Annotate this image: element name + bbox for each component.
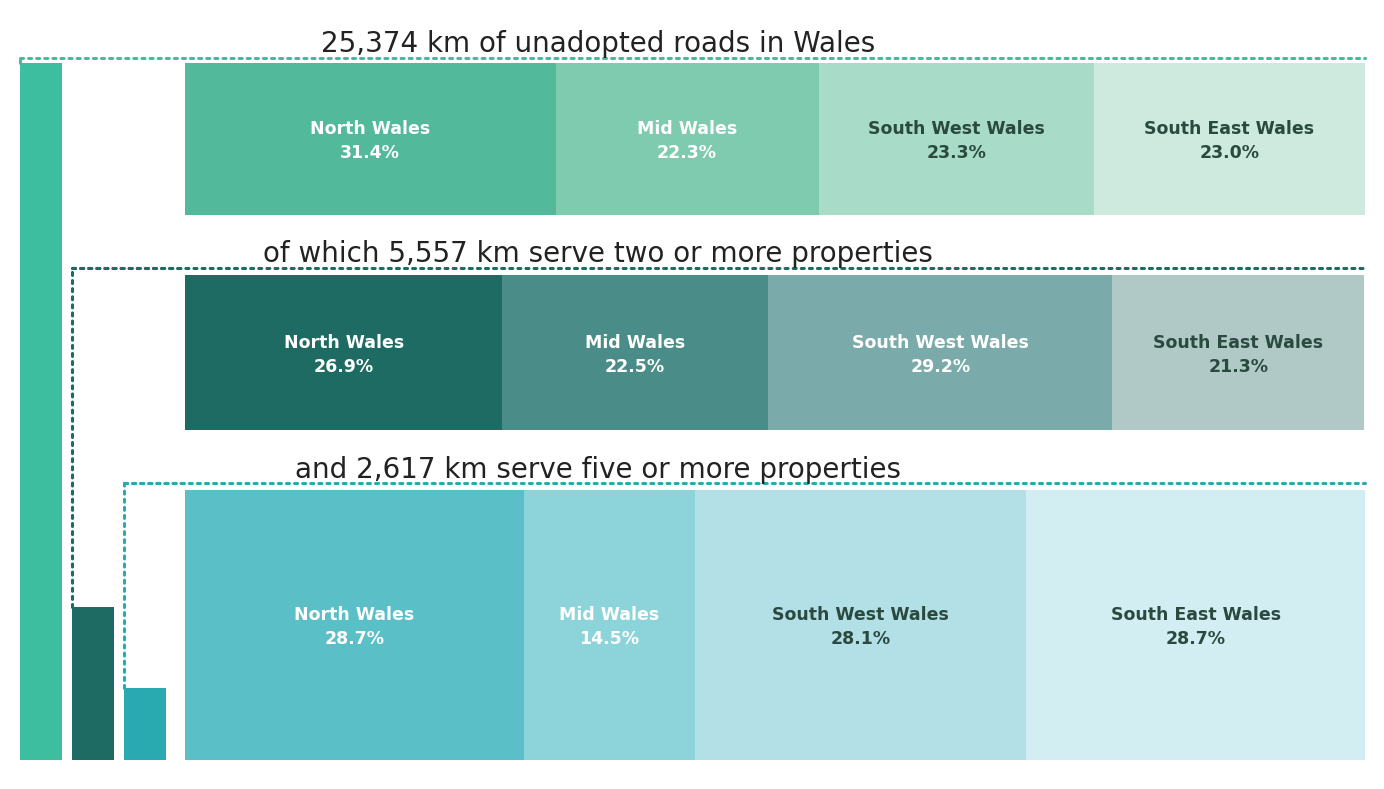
Text: North Wales: North Wales	[295, 606, 414, 624]
Text: 23.3%: 23.3%	[926, 144, 985, 162]
Text: 28.7%: 28.7%	[1165, 630, 1226, 648]
Text: South West Wales: South West Wales	[772, 606, 949, 624]
Text: 28.7%: 28.7%	[324, 630, 385, 648]
Bar	[19, 63, 62, 760]
Text: 23.0%: 23.0%	[1200, 144, 1259, 162]
Text: of which 5,557 km serve two or more properties: of which 5,557 km serve two or more prop…	[263, 240, 933, 268]
Bar	[555, 63, 819, 215]
Text: 21.3%: 21.3%	[1208, 357, 1268, 376]
Text: 22.5%: 22.5%	[605, 357, 666, 376]
Text: 28.1%: 28.1%	[830, 630, 891, 648]
Bar	[1027, 490, 1365, 760]
Bar	[695, 490, 1027, 760]
Text: North Wales: North Wales	[284, 334, 404, 352]
Bar	[185, 490, 523, 760]
Text: 31.4%: 31.4%	[340, 144, 400, 162]
Text: 25,374 km of unadopted roads in Wales: 25,374 km of unadopted roads in Wales	[321, 30, 875, 58]
Text: and 2,617 km serve five or more properties: and 2,617 km serve five or more properti…	[295, 456, 901, 484]
Text: South East Wales: South East Wales	[1110, 606, 1280, 624]
Text: North Wales: North Wales	[310, 120, 430, 138]
Bar	[185, 63, 555, 215]
Bar	[1093, 63, 1365, 215]
Text: Mid Wales: Mid Wales	[559, 606, 659, 624]
Bar	[185, 275, 502, 430]
Bar	[1113, 275, 1363, 430]
Text: South East Wales: South East Wales	[1153, 334, 1323, 352]
Text: 14.5%: 14.5%	[580, 630, 639, 648]
Text: South East Wales: South East Wales	[1145, 120, 1315, 138]
Bar	[768, 275, 1113, 430]
Bar	[523, 490, 695, 760]
Bar	[819, 63, 1093, 215]
Text: South West Wales: South West Wales	[868, 120, 1045, 138]
Text: 29.2%: 29.2%	[911, 357, 970, 376]
Bar	[125, 688, 166, 760]
Text: 26.9%: 26.9%	[314, 357, 374, 376]
Text: Mid Wales: Mid Wales	[637, 120, 738, 138]
Text: 22.3%: 22.3%	[657, 144, 717, 162]
Text: Mid Wales: Mid Wales	[585, 334, 685, 352]
Bar	[502, 275, 768, 430]
Text: South West Wales: South West Wales	[851, 334, 1028, 352]
Bar	[72, 608, 113, 760]
